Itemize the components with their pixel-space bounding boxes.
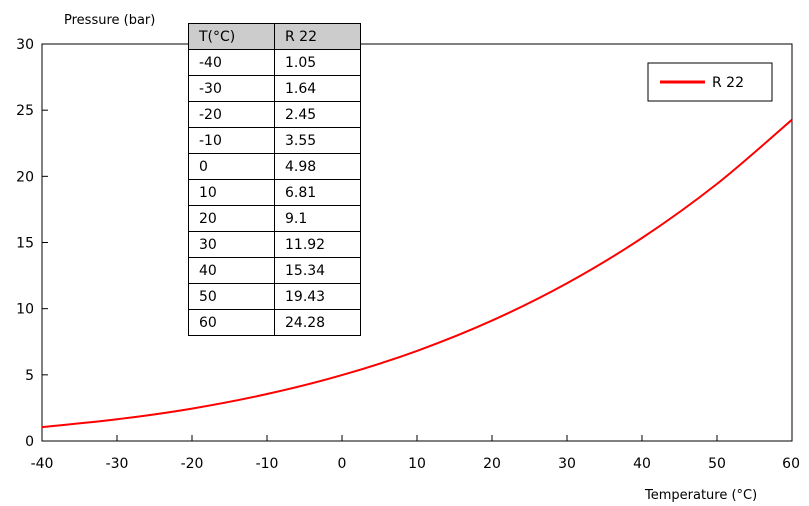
table-row: -10 3.55 — [188, 127, 361, 154]
table-row: 40 15.34 — [188, 257, 361, 284]
table-header-row: T(°C) R 22 — [188, 23, 361, 50]
x-axis-ticks: -40 -30 -20 -10 0 10 20 30 40 50 60 — [31, 435, 800, 472]
data-table: T(°C) R 22 -40 1.05 -30 1.64 -20 2.45 -10 3.55 0… — [188, 23, 361, 336]
x-tick-label: -10 — [256, 456, 279, 472]
table-cell-temperature: 20 — [188, 205, 275, 232]
table-cell-pressure: 1.05 — [274, 49, 361, 76]
table-cell-temperature: 0 — [188, 153, 275, 180]
table-cell-temperature: -10 — [188, 127, 275, 154]
x-tick-label: -20 — [181, 456, 204, 472]
y-tick-label: 0 — [25, 434, 34, 450]
x-tick-label: 50 — [708, 456, 726, 472]
table-row: 0 4.98 — [188, 153, 361, 180]
table-row: -20 2.45 — [188, 101, 361, 128]
x-axis-label: Temperature (°C) — [644, 488, 757, 503]
table-cell-pressure: 1.64 — [274, 75, 361, 102]
table-cell-pressure: 24.28 — [274, 309, 361, 336]
table-row: -30 1.64 — [188, 75, 361, 102]
table-cell-temperature: 40 — [188, 257, 275, 284]
x-tick-label: 10 — [408, 456, 426, 472]
table-row: -40 1.05 — [188, 49, 361, 76]
x-tick-label: -30 — [106, 456, 129, 472]
y-tick-label: 10 — [16, 302, 34, 318]
table-cell-temperature: 30 — [188, 231, 275, 258]
y-axis-label: Pressure (bar) — [64, 13, 155, 28]
x-tick-label: 20 — [483, 456, 501, 472]
x-tick-label: -40 — [31, 456, 54, 472]
x-tick-label: 30 — [558, 456, 576, 472]
legend-label-r22: R 22 — [712, 75, 744, 91]
legend: R 22 — [647, 62, 773, 102]
table-cell-temperature: -20 — [188, 101, 275, 128]
table-cell-pressure: 6.81 — [274, 179, 361, 206]
y-tick-label: 5 — [25, 368, 34, 384]
y-tick-label: 20 — [16, 169, 34, 185]
table-cell-temperature: 50 — [188, 283, 275, 310]
table-row: 50 19.43 — [188, 283, 361, 310]
y-tick-label: 15 — [16, 236, 34, 252]
y-axis-ticks: 0 5 10 15 20 25 30 — [16, 37, 48, 450]
table-row: 10 6.81 — [188, 179, 361, 206]
table-header-r22: R 22 — [274, 23, 361, 50]
series-line-r22 — [41, 118, 793, 429]
table-cell-pressure: 3.55 — [274, 127, 361, 154]
y-tick-label: 30 — [16, 37, 34, 53]
table-row: 60 24.28 — [188, 309, 361, 336]
x-tick-label: 40 — [633, 456, 651, 472]
table-cell-pressure: 15.34 — [274, 257, 361, 284]
table-body: -40 1.05 -30 1.64 -20 2.45 -10 3.55 0 4.98 10 6.81 2… — [188, 49, 361, 336]
table-cell-temperature: -30 — [188, 75, 275, 102]
y-tick-label: 25 — [16, 103, 34, 119]
table-row: 20 9.1 — [188, 205, 361, 232]
x-tick-label: 60 — [782, 456, 800, 472]
x-tick-label: 0 — [338, 456, 347, 472]
table-cell-temperature: 10 — [188, 179, 275, 206]
plot-area-frame — [41, 43, 793, 442]
table-cell-temperature: 60 — [188, 309, 275, 336]
table-cell-pressure: 4.98 — [274, 153, 361, 180]
table-row: 30 11.92 — [188, 231, 361, 258]
table-cell-pressure: 19.43 — [274, 283, 361, 310]
table-header-temperature: T(°C) — [188, 23, 275, 50]
table-cell-temperature: -40 — [188, 49, 275, 76]
table-cell-pressure: 11.92 — [274, 231, 361, 258]
table-cell-pressure: 2.45 — [274, 101, 361, 128]
table-cell-pressure: 9.1 — [274, 205, 361, 232]
